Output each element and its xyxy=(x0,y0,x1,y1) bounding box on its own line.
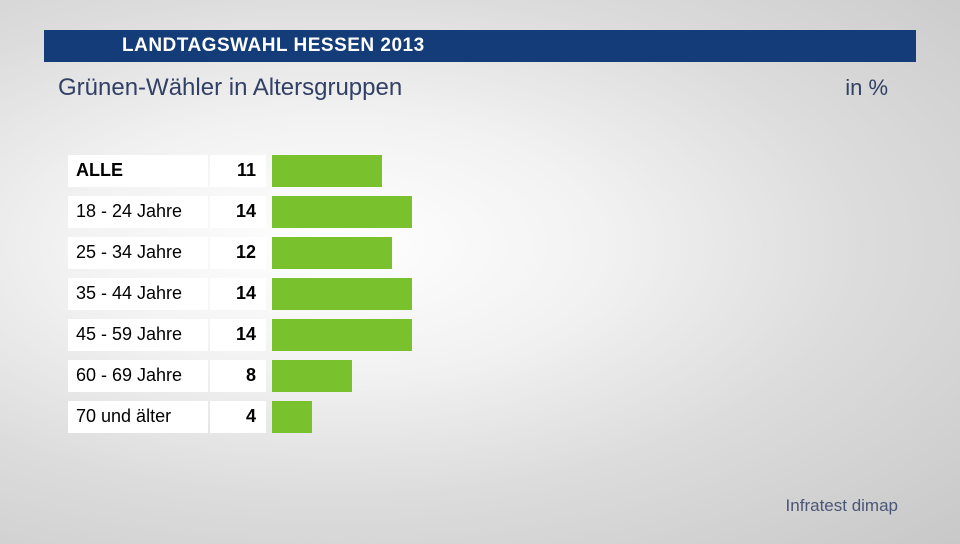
chart-row: 60 - 69 Jahre8 xyxy=(68,357,412,394)
row-value: 14 xyxy=(210,278,266,310)
row-label: ALLE xyxy=(68,155,208,187)
chart-row: 45 - 59 Jahre14 xyxy=(68,316,412,353)
chart-subtitle: Grünen-Wähler in Altersgruppen xyxy=(58,74,402,102)
subtitle-row: Grünen-Wähler in Altersgruppen in % xyxy=(44,68,916,108)
header-bar: LANDTAGSWAHL HESSEN 2013 xyxy=(44,30,916,62)
row-value: 11 xyxy=(210,155,266,187)
bar xyxy=(272,360,352,392)
row-value: 12 xyxy=(210,237,266,269)
chart-row: ALLE11 xyxy=(68,152,412,189)
bar xyxy=(272,155,382,187)
chart-row: 35 - 44 Jahre14 xyxy=(68,275,412,312)
row-label: 18 - 24 Jahre xyxy=(68,196,208,228)
chart-row: 70 und älter4 xyxy=(68,398,412,435)
bar xyxy=(272,237,392,269)
bar-chart: ALLE1118 - 24 Jahre1425 - 34 Jahre1235 -… xyxy=(68,152,412,439)
source-label: Infratest dimap xyxy=(786,496,898,516)
row-label: 60 - 69 Jahre xyxy=(68,360,208,392)
chart-row: 25 - 34 Jahre12 xyxy=(68,234,412,271)
row-value: 14 xyxy=(210,196,266,228)
bar xyxy=(272,319,412,351)
row-label: 70 und älter xyxy=(68,401,208,433)
row-label: 25 - 34 Jahre xyxy=(68,237,208,269)
bar xyxy=(272,278,412,310)
row-value: 8 xyxy=(210,360,266,392)
bar xyxy=(272,196,412,228)
unit-label: in % xyxy=(845,75,888,101)
row-label: 45 - 59 Jahre xyxy=(68,319,208,351)
bar xyxy=(272,401,312,433)
chart-row: 18 - 24 Jahre14 xyxy=(68,193,412,230)
row-value: 14 xyxy=(210,319,266,351)
row-value: 4 xyxy=(210,401,266,433)
row-label: 35 - 44 Jahre xyxy=(68,278,208,310)
header-title: LANDTAGSWAHL HESSEN 2013 xyxy=(122,35,425,57)
